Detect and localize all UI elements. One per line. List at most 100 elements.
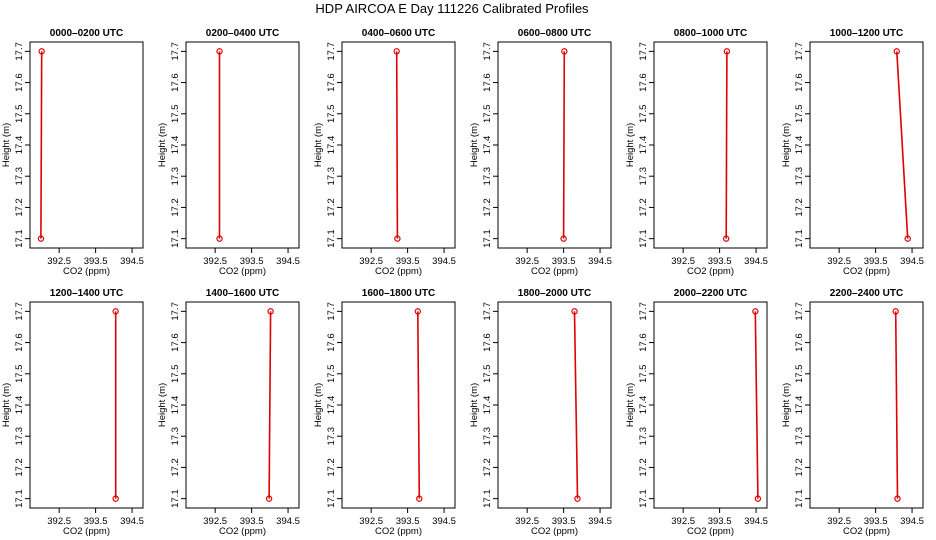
y-tick-label: 17.1 [326,229,337,248]
y-axis-label: Height (m) [781,383,792,427]
x-tick-label: 394.5 [588,256,612,267]
y-tick-label: 17.5 [170,365,181,384]
x-tick-label: 392.5 [47,516,71,527]
y-tick-label: 17.3 [170,427,181,446]
co2-profile-line [562,51,566,239]
y-axis-label: Height (m) [313,383,324,427]
x-tick-label: 394.5 [276,516,300,527]
x-tick-label: 393.5 [864,256,888,267]
x-tick-label: 393.5 [240,516,264,527]
y-tick-label: 17.6 [14,73,25,92]
y-tick-label: 17.1 [14,229,25,248]
y-tick-label: 17.1 [794,229,805,248]
y-tick-label: 17.2 [170,458,181,477]
y-tick-label: 17.2 [482,198,493,217]
y-tick-label: 17.6 [14,333,25,352]
x-tick-label: 393.5 [708,516,732,527]
y-tick-label: 17.4 [14,136,25,155]
data-point [722,235,730,242]
x-tick-label: 394.5 [588,516,612,527]
y-tick-label: 17.4 [794,136,805,155]
plot-frame [185,301,300,509]
y-tick-label: 17.2 [794,458,805,477]
y-tick-label: 17.7 [14,302,25,321]
data-point [216,235,223,242]
co2-profile-line [725,51,728,239]
y-tick-label: 17.6 [482,333,493,352]
figure-title: HDP AIRCOA E Day 111226 Calibrated Profi… [315,1,589,16]
y-tick-label: 17.3 [482,167,493,186]
y-tick-label: 17.4 [482,136,493,155]
plot-frame [809,301,924,509]
co2-profile-line [417,311,421,499]
y-axis-label: Height (m) [469,123,480,167]
plot-frame [29,41,144,249]
panel-title: 0000–0200 UTC [50,28,123,39]
y-tick-label: 17.7 [326,302,337,321]
x-tick-label: 392.5 [827,516,851,527]
y-axis-label: Height (m) [1,123,12,167]
y-tick-label: 17.4 [326,136,337,155]
x-tick-label: 392.5 [827,256,851,267]
data-point [894,495,901,502]
plot-frame [341,41,456,249]
y-axis-label: Height (m) [625,123,636,167]
data-point [892,308,899,315]
x-tick-label: 392.5 [47,256,71,267]
plot-frame [341,301,456,509]
y-tick-label: 17.5 [482,105,493,124]
panel-title: 2200–2400 UTC [830,288,903,299]
data-point [752,308,759,315]
data-point [394,235,401,242]
co2-profile-line [40,51,43,239]
data-point [561,48,568,55]
data-point [38,48,45,55]
panel-title: 2000–2200 UTC [674,288,747,299]
y-tick-label: 17.5 [638,365,649,384]
plot-frame [29,301,144,509]
y-tick-label: 17.3 [638,427,649,446]
y-tick-label: 17.5 [14,105,25,124]
panel-title: 1600–1800 UTC [362,288,435,299]
plot-frame [653,41,768,249]
data-point [265,495,273,502]
x-tick-label: 393.5 [864,516,888,527]
y-tick-label: 17.7 [170,302,181,321]
y-tick-label: 17.6 [482,73,493,92]
data-point [574,495,581,502]
x-tick-label: 393.5 [708,256,732,267]
y-axis-label: Height (m) [625,383,636,427]
y-tick-label: 17.6 [794,73,805,92]
x-tick-label: 394.5 [432,516,456,527]
panel-title: 0800–1000 UTC [674,28,747,39]
y-tick-label: 17.2 [14,198,25,217]
x-tick-label: 392.5 [203,516,227,527]
co2-profile-line [395,51,399,239]
x-tick-label: 394.5 [432,256,456,267]
profile-panel: 0600–0800 UTC 392.5 393.5 394.5 CO2 (ppm) 17.… [469,28,612,277]
x-axis-label: CO2 (ppm) [687,526,734,537]
data-point [416,495,423,502]
profile-panel: 1000–1200 UTC 392.5 393.5 394.5 CO2 (ppm) 17.… [781,28,924,277]
y-tick-label: 17.1 [482,229,493,248]
y-tick-label: 17.5 [482,365,493,384]
x-tick-label: 393.5 [84,516,108,527]
data-point [723,48,731,55]
y-tick-label: 17.1 [170,229,181,248]
y-tick-label: 17.7 [638,302,649,321]
plot-frame [497,301,612,509]
x-axis-label: CO2 (ppm) [843,266,890,277]
y-tick-label: 17.4 [638,396,649,415]
y-tick-label: 17.3 [14,167,25,186]
y-tick-label: 17.4 [326,396,337,415]
y-tick-label: 17.5 [14,365,25,384]
y-tick-label: 17.2 [326,458,337,477]
x-axis-label: CO2 (ppm) [375,266,422,277]
x-axis-label: CO2 (ppm) [531,266,578,277]
y-tick-label: 17.5 [326,365,337,384]
y-tick-label: 17.3 [794,167,805,186]
profile-panel: 2000–2200 UTC 392.5 393.5 394.5 CO2 (ppm) 17.… [625,288,768,537]
profile-panel: 2200–2400 UTC 392.5 393.5 394.5 CO2 (ppm) 17.… [781,288,924,537]
x-axis-label: CO2 (ppm) [375,526,422,537]
